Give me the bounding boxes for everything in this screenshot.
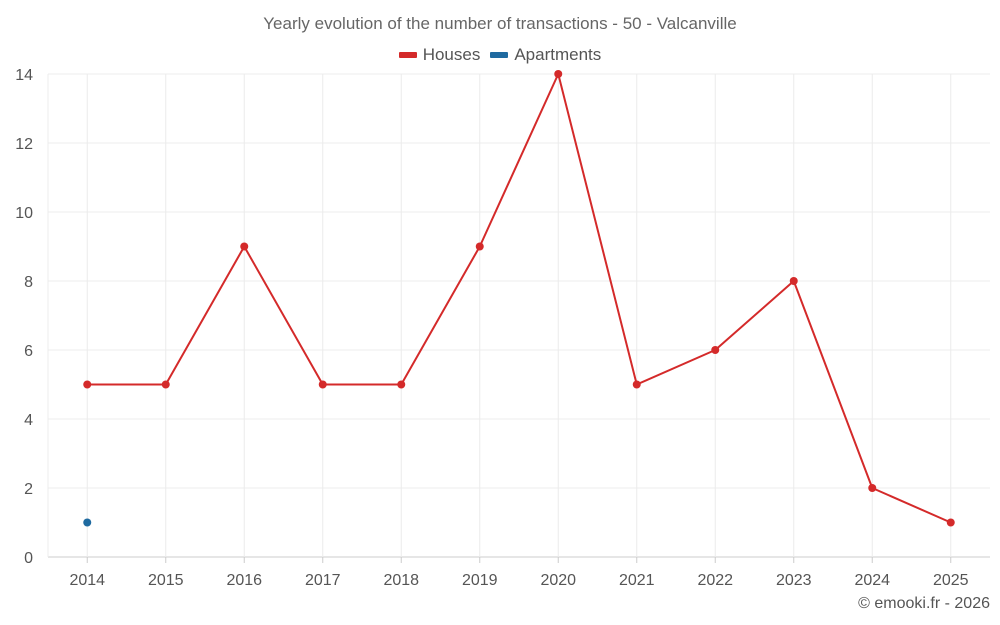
chart-title: Yearly evolution of the number of transa… bbox=[263, 14, 737, 33]
data-point-houses bbox=[397, 380, 406, 389]
data-point-apartments bbox=[83, 518, 92, 527]
copyright-credit: © emooki.fr - 2026 bbox=[858, 595, 990, 612]
x-tick-label: 2022 bbox=[697, 572, 733, 589]
data-point-houses bbox=[632, 380, 641, 389]
legend-swatch-apartments bbox=[490, 52, 509, 58]
legend-label-houses: Houses bbox=[422, 45, 481, 64]
y-tick-label: 10 bbox=[15, 205, 33, 222]
x-tick-label: 2023 bbox=[776, 572, 812, 589]
data-point-houses bbox=[711, 346, 720, 354]
y-tick-label: 6 bbox=[24, 343, 33, 360]
x-tick-label: 2017 bbox=[305, 572, 341, 589]
legend-swatch-houses bbox=[398, 52, 417, 58]
x-tick-label: 2020 bbox=[540, 572, 576, 589]
x-tick-label: 2015 bbox=[148, 572, 184, 589]
data-point-houses bbox=[161, 380, 170, 389]
legend-item-apartments[interactable]: Apartments bbox=[490, 45, 601, 65]
y-tick-label: 2 bbox=[24, 481, 33, 498]
x-tick-label: 2025 bbox=[933, 572, 969, 589]
data-point-houses bbox=[946, 518, 955, 527]
x-tick-label: 2014 bbox=[69, 572, 105, 589]
data-point-houses bbox=[554, 70, 563, 78]
legend-item-houses[interactable]: Houses bbox=[398, 45, 481, 65]
y-tick-label: 14 bbox=[15, 67, 33, 84]
data-point-houses bbox=[789, 277, 798, 285]
y-tick-label: 8 bbox=[24, 274, 33, 291]
data-point-houses bbox=[475, 242, 484, 251]
x-tick-label: 2016 bbox=[226, 572, 262, 589]
x-tick-label: 2021 bbox=[619, 572, 655, 589]
data-point-houses bbox=[868, 484, 877, 492]
y-tick-label: 0 bbox=[24, 550, 33, 567]
series-line-houses bbox=[87, 73, 952, 524]
y-tick-label: 4 bbox=[24, 412, 33, 429]
x-tick-label: 2019 bbox=[462, 572, 498, 589]
data-point-houses bbox=[83, 380, 92, 389]
data-point-houses bbox=[318, 380, 327, 389]
legend-label-apartments: Apartments bbox=[514, 45, 602, 64]
chart-legend: Houses Apartments bbox=[0, 45, 1000, 65]
x-tick-label: 2018 bbox=[383, 572, 419, 589]
y-tick-label: 12 bbox=[15, 136, 33, 153]
x-tick-label: 2024 bbox=[854, 572, 890, 589]
data-point-houses bbox=[240, 242, 249, 251]
